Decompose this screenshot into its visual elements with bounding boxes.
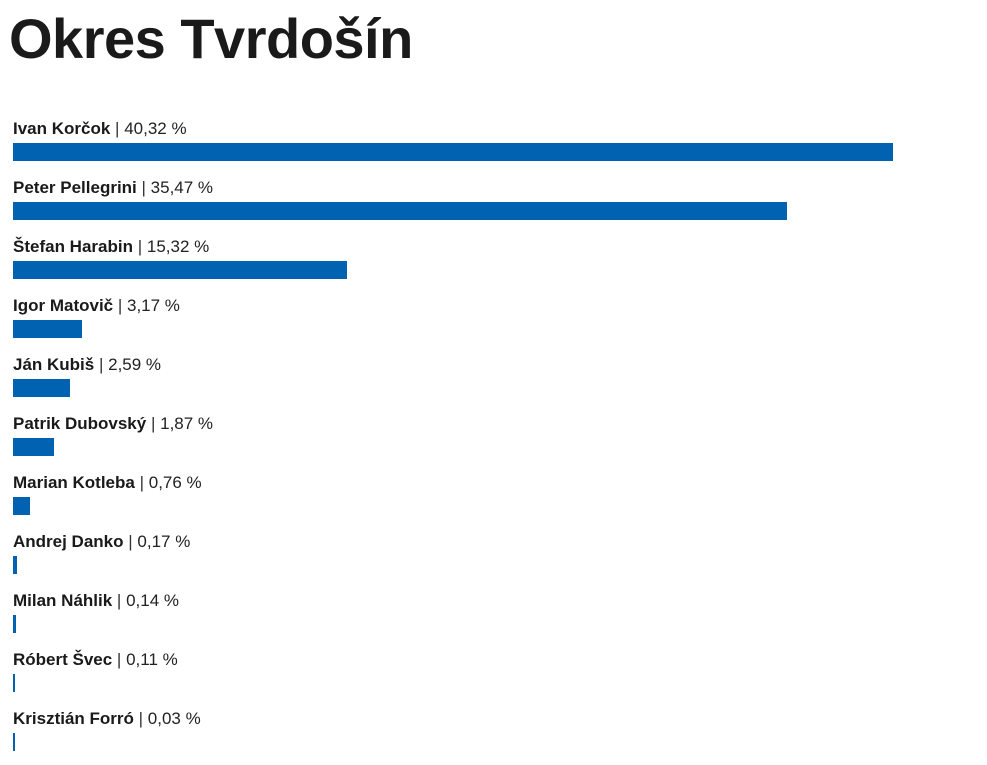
label-separator: | <box>136 178 151 197</box>
candidate-label: Ján Kubiš | 2,59 % <box>13 354 161 376</box>
candidate-value-label: 35,47 % <box>150 178 214 197</box>
label-separator: | <box>134 473 149 492</box>
candidate-value-label: 0,76 % <box>148 473 202 492</box>
candidate-name: Ján Kubiš <box>13 355 95 374</box>
label-separator: | <box>133 709 148 728</box>
bar-track <box>13 556 893 574</box>
candidate-label: Krisztián Forró | 0,03 % <box>13 708 201 730</box>
candidate-value-label: 0,17 % <box>137 532 191 551</box>
bar <box>13 320 83 338</box>
candidate-row: Patrik Dubovský | 1,87 % <box>13 411 973 470</box>
candidate-name: Marian Kotleba <box>13 473 135 492</box>
candidate-name: Štefan Harabin <box>13 237 133 256</box>
candidate-label: Ivan Korčok | 40,32 % <box>13 118 187 140</box>
candidate-label: Róbert Švec | 0,11 % <box>13 649 178 671</box>
bar-track <box>13 320 893 338</box>
label-separator: | <box>94 355 109 374</box>
candidate-row: Milan Náhlik | 0,14 % <box>13 588 973 647</box>
candidate-value-label: 0,11 % <box>126 650 178 669</box>
candidate-label: Andrej Danko | 0,17 % <box>13 531 190 553</box>
bar-track <box>13 438 893 456</box>
candidate-value-label: 0,03 % <box>147 709 201 728</box>
candidate-label: Igor Matovič | 3,17 % <box>13 295 180 317</box>
candidate-value-label: 2,59 % <box>108 355 162 374</box>
candidate-row: Ján Kubiš | 2,59 % <box>13 352 973 411</box>
bar <box>13 733 15 751</box>
candidate-name: Róbert Švec <box>13 650 113 669</box>
label-separator: | <box>132 237 147 256</box>
bar <box>13 379 70 397</box>
candidate-row: Štefan Harabin | 15,32 % <box>13 234 973 293</box>
candidate-name: Ivan Korčok <box>13 119 111 138</box>
bar-track <box>13 733 893 751</box>
candidate-row: Marian Kotleba | 0,76 % <box>13 470 973 529</box>
candidate-value-label: 40,32 % <box>124 119 187 138</box>
candidate-label: Milan Náhlik | 0,14 % <box>13 590 179 612</box>
candidate-value-label: 3,17 % <box>127 296 180 315</box>
candidate-name: Krisztián Forró <box>13 709 134 728</box>
bar-track <box>13 615 893 633</box>
candidate-value-label: 0,14 % <box>126 591 179 610</box>
candidate-row: Ivan Korčok | 40,32 % <box>13 116 973 175</box>
bar-track <box>13 143 893 161</box>
bar <box>13 674 16 692</box>
bar-chart: Ivan Korčok | 40,32 % Peter Pellegrini | … <box>13 116 973 765</box>
bar-track <box>13 202 893 220</box>
candidate-label: Patrik Dubovský | 1,87 % <box>13 413 213 435</box>
candidate-label: Štefan Harabin | 15,32 % <box>13 236 209 258</box>
candidate-name: Andrej Danko <box>13 532 124 551</box>
bar-track <box>13 497 893 515</box>
bar <box>13 143 893 161</box>
bar <box>13 202 788 220</box>
candidate-row: Andrej Danko | 0,17 % <box>13 529 973 588</box>
label-separator: | <box>113 296 127 315</box>
candidate-name: Milan Náhlik <box>13 591 113 610</box>
candidate-name: Igor Matovič <box>13 296 114 315</box>
bar <box>13 261 348 279</box>
candidate-name: Peter Pellegrini <box>13 178 137 197</box>
label-separator: | <box>112 650 127 669</box>
bar-track <box>13 379 893 397</box>
bar-track <box>13 261 893 279</box>
bar <box>13 497 30 515</box>
label-separator: | <box>112 591 127 610</box>
bar-track <box>13 674 893 692</box>
label-separator: | <box>110 119 125 138</box>
candidate-row: Róbert Švec | 0,11 % <box>13 647 973 706</box>
candidate-row: Peter Pellegrini | 35,47 % <box>13 175 973 234</box>
candidate-row: Igor Matovič | 3,17 % <box>13 293 973 352</box>
candidate-label: Peter Pellegrini | 35,47 % <box>13 177 213 199</box>
label-separator: | <box>146 414 161 433</box>
candidate-name: Patrik Dubovský <box>13 414 147 433</box>
bar <box>13 615 17 633</box>
candidate-value-label: 15,32 % <box>146 237 210 256</box>
candidate-label: Marian Kotleba | 0,76 % <box>13 472 202 494</box>
bar <box>13 556 17 574</box>
candidate-value-label: 1,87 % <box>160 414 214 433</box>
page-title: Okres Tvrdošín <box>9 7 413 70</box>
label-separator: | <box>123 532 138 551</box>
bar <box>13 438 54 456</box>
candidate-row: Krisztián Forró | 0,03 % <box>13 706 973 765</box>
